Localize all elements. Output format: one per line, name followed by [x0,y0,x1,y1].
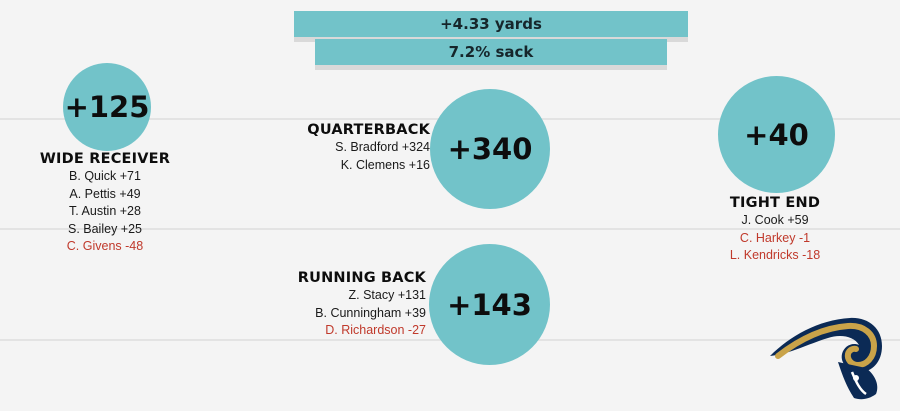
quarterback-title: QUARTERBACK [307,122,430,138]
tight-end-total: +40 [744,117,809,152]
running-back-player-list: Z. Stacy +131 B. Cunningham +39 D. Richard… [236,287,426,340]
quarterback-block: QUARTERBACK S. Bradford +324 K. Clemens +… [270,122,430,174]
player-line: A. Pettis +49 [69,186,141,201]
player-line: C. Givens -48 [66,239,144,253]
player-line: S. Bailey +25 [67,221,142,236]
player-line: D. Richardson -27 [325,323,426,337]
wide-receiver-block: WIDE RECEIVER B. Quick +71 A. Pettis +49 T… [30,151,180,256]
yards-bar: +4.33 yards [294,11,688,37]
tight-end-title: TIGHT END [729,195,821,211]
rams-horn-icon [770,317,882,400]
wide-receiver-player-list: B. Quick +71 A. Pettis +49 T. Austin +28 S.… [30,168,180,256]
tight-end-total-circle: +40 [718,76,835,193]
quarterback-total-circle: +340 [430,89,550,209]
yards-label: +4.33 yards [440,15,542,33]
player-line: B. Quick +71 [69,169,141,183]
sack-bar: 7.2% sack [315,39,667,65]
wide-receiver-total-circle: +125 [63,63,151,151]
rams-helmet-logo [768,312,890,404]
tight-end-block: TIGHT END J. Cook +59 C. Harkey -1 L. Kend… [700,195,850,265]
tight-end-player-list: J. Cook +59 C. Harkey -1 L. Kendricks -18 [700,212,850,265]
running-back-total-circle: +143 [429,244,550,365]
player-line: B. Cunningham +39 [315,305,426,320]
sack-label: 7.2% sack [448,43,534,61]
quarterback-total: +340 [447,132,533,166]
player-line: J. Cook +59 [741,213,809,227]
player-line: L. Kendricks -18 [729,248,821,262]
player-line: S. Bradford +324 [335,140,430,154]
player-line: C. Harkey -1 [739,230,811,245]
player-line: K. Clemens +16 [340,157,430,172]
quarterback-player-list: S. Bradford +324 K. Clemens +16 [270,139,430,174]
wide-receiver-total: +125 [64,90,150,124]
running-back-total: +143 [447,287,532,322]
sack-bar-shadow [315,65,667,70]
running-back-title: RUNNING BACK [297,270,426,286]
running-back-block: RUNNING BACK Z. Stacy +131 B. Cunningham … [236,270,426,340]
wide-receiver-title: WIDE RECEIVER [39,151,171,167]
player-line: Z. Stacy +131 [348,288,426,302]
player-line: T. Austin +28 [69,204,141,218]
field-line [0,228,900,230]
